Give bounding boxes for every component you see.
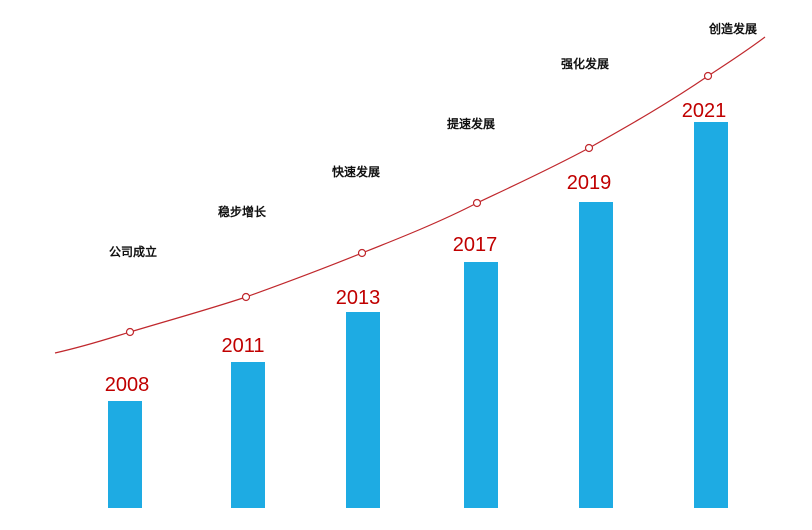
stage-label: 公司成立 (109, 244, 157, 259)
bar (231, 362, 265, 508)
stage-label: 强化发展 (561, 56, 609, 71)
stage-label: 稳步增长 (218, 204, 267, 219)
stage-label: 快速发展 (332, 164, 380, 179)
curve-dot (703, 71, 713, 81)
stage-labels: 公司成立 稳步增长 快速发展 提速发展 强化发展 创造发展 (109, 21, 757, 259)
curve-dot (584, 143, 594, 153)
curve-dot (357, 248, 367, 258)
year-label: 2013 (336, 287, 381, 309)
curve-dot (241, 292, 251, 302)
year-labels: 2008 2011 2013 2017 2019 2021 (105, 100, 727, 396)
bar (346, 312, 380, 508)
year-label: 2011 (221, 335, 264, 357)
curve-dot (472, 198, 482, 208)
stage-label: 提速发展 (447, 116, 495, 131)
stage-label: 创造发展 (708, 21, 757, 36)
year-label: 2021 (682, 100, 727, 122)
curve-dots (125, 71, 713, 337)
curve-dot (125, 327, 135, 337)
bars (108, 122, 728, 508)
bar (464, 262, 498, 508)
year-label: 2008 (105, 374, 150, 396)
year-label: 2019 (567, 172, 612, 194)
bar (579, 202, 613, 508)
growth-curve (54, 36, 766, 354)
year-label: 2017 (453, 234, 498, 256)
bar (108, 401, 142, 508)
bar (694, 122, 728, 508)
